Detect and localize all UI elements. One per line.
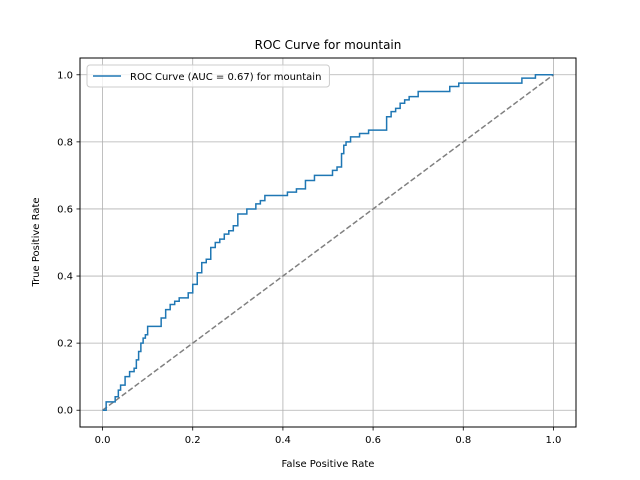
x-axis-label: False Positive Rate [282,459,375,470]
x-tick-label: 1.0 [546,435,562,446]
legend-box [86,64,330,88]
x-tick-label: 0.2 [185,435,201,446]
ticks: 0.0 0.2 0.4 0.6 0.8 1.0 0.0 0.2 0.4 0.6 0.8 1.0 [57,70,561,446]
y-tick-label: 0.2 [57,339,73,350]
legend: ROC Curve (AUC = 0.67) for mountain [86,64,330,88]
legend-label: ROC Curve (AUC = 0.67) for mountain [130,72,321,83]
y-axis-label: True Positive Rate [31,197,42,287]
series-layer [102,74,554,411]
x-tick-label: 0.6 [365,435,381,446]
roc-curve-line [102,74,554,411]
chart-title: ROC Curve for mountain [255,38,402,52]
x-tick-label: 0.0 [95,435,111,446]
y-tick-label: 0.4 [57,272,73,283]
y-tick-label: 1.0 [57,70,73,81]
y-tick-label: 0.6 [57,204,73,215]
x-tick-label: 0.8 [455,435,471,446]
chance-line [102,74,554,411]
plot-frame [79,57,577,428]
grid [80,58,576,427]
x-tick-label: 0.4 [275,435,291,446]
y-tick-label: 0.0 [57,406,73,417]
y-tick-label: 0.8 [57,137,73,148]
